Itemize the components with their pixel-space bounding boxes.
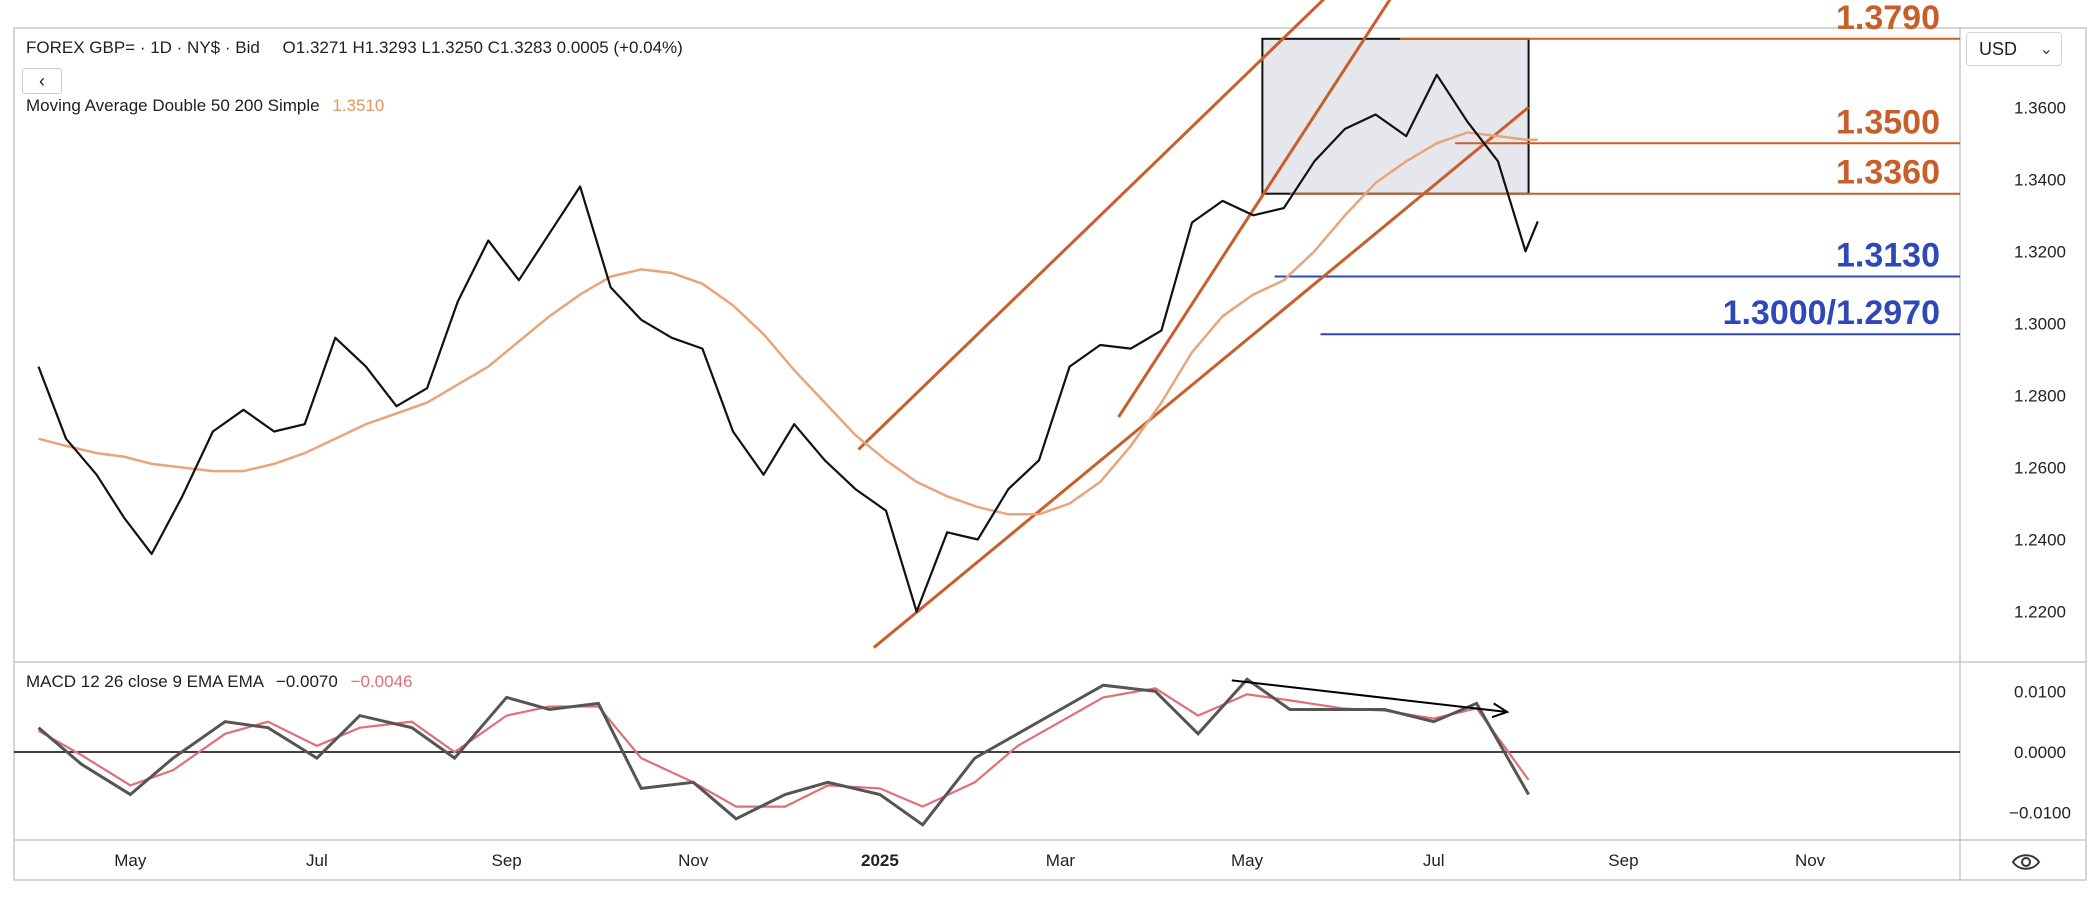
price-tick-4: 1.3000: [2014, 314, 2066, 333]
ohlc-readout: O1.3271 H1.3293 L1.3250 C1.3283 0.0005 (…: [282, 38, 683, 57]
level-label-1: 1.3500: [1836, 103, 1940, 141]
divergence-arrow-head: [1491, 702, 1510, 719]
ma-label: Moving Average Double 50 200 Simple: [26, 96, 320, 115]
currency-select[interactable]: USD ⌄: [1966, 32, 2062, 66]
macd-legend: MACD 12 26 close 9 EMA EMA −0.0070 −0.00…: [26, 672, 413, 692]
moving-average-line: [38, 131, 1538, 516]
level-label-3: 1.3130: [1836, 237, 1940, 275]
level-label-4: 1.3000/1.2970: [1723, 294, 1940, 332]
time-tick-4: 2025: [861, 851, 899, 870]
price-line: [37, 73, 1539, 613]
macd-tick-0: 0.0100: [2014, 682, 2066, 701]
macd-signal-line: [37, 687, 1530, 808]
chevron-down-icon: ⌄: [2039, 41, 2053, 58]
instrument-label: FOREX GBP= · 1D · NY$ · Bid: [26, 38, 260, 57]
chevron-left-icon: ‹: [39, 70, 45, 91]
ma-legend: Moving Average Double 50 200 Simple 1.35…: [26, 96, 384, 116]
price-tick-6: 1.3400: [2014, 170, 2066, 189]
currency-value: USD: [1979, 38, 2018, 59]
divergence-arrow-line: [1231, 679, 1508, 713]
eye-settings-icon: [2011, 854, 2041, 870]
time-tick-5: Mar: [1046, 851, 1076, 870]
time-tick-1: Jul: [306, 851, 328, 870]
chart-frame: [13, 27, 2087, 881]
macd-tick-2: −0.0100: [2009, 804, 2071, 823]
ma-value: 1.3510: [332, 96, 385, 115]
price-tick-2: 1.2600: [2014, 458, 2066, 477]
macd-value: −0.0070: [275, 672, 338, 691]
price-tick-0: 1.2200: [2014, 603, 2066, 622]
time-tick-9: Nov: [1795, 851, 1826, 870]
range-box: [1261, 37, 1530, 195]
time-tick-6: May: [1231, 851, 1264, 870]
collapse-legend-button[interactable]: ‹: [22, 68, 62, 94]
channel-upper-line: [857, 0, 1326, 451]
time-tick-8: Sep: [1608, 851, 1638, 870]
price-tick-1: 1.2400: [2014, 531, 2066, 550]
macd-line: [37, 677, 1530, 827]
price-tick-5: 1.3200: [2014, 242, 2066, 261]
instrument-header: FOREX GBP= · 1D · NY$ · Bid O1.3271 H1.3…: [26, 38, 683, 58]
time-tick-2: Sep: [491, 851, 521, 870]
time-tick-7: Jul: [1423, 851, 1445, 870]
price-tick-7: 1.3600: [2014, 98, 2066, 117]
macd-tick-1: 0.0000: [2014, 743, 2066, 762]
channel-extension-line: [1117, 0, 1392, 418]
time-tick-0: May: [114, 851, 147, 870]
channel-lower-line: [872, 106, 1530, 649]
level-label-0: 1.3790: [1836, 0, 1940, 37]
chart-settings-button[interactable]: [2010, 846, 2042, 878]
price-tick-3: 1.2800: [2014, 386, 2066, 405]
time-tick-3: Nov: [678, 851, 709, 870]
signal-value: −0.0046: [350, 672, 413, 691]
macd-label: MACD 12 26 close 9 EMA EMA: [26, 672, 264, 691]
level-label-2: 1.3360: [1836, 154, 1940, 192]
